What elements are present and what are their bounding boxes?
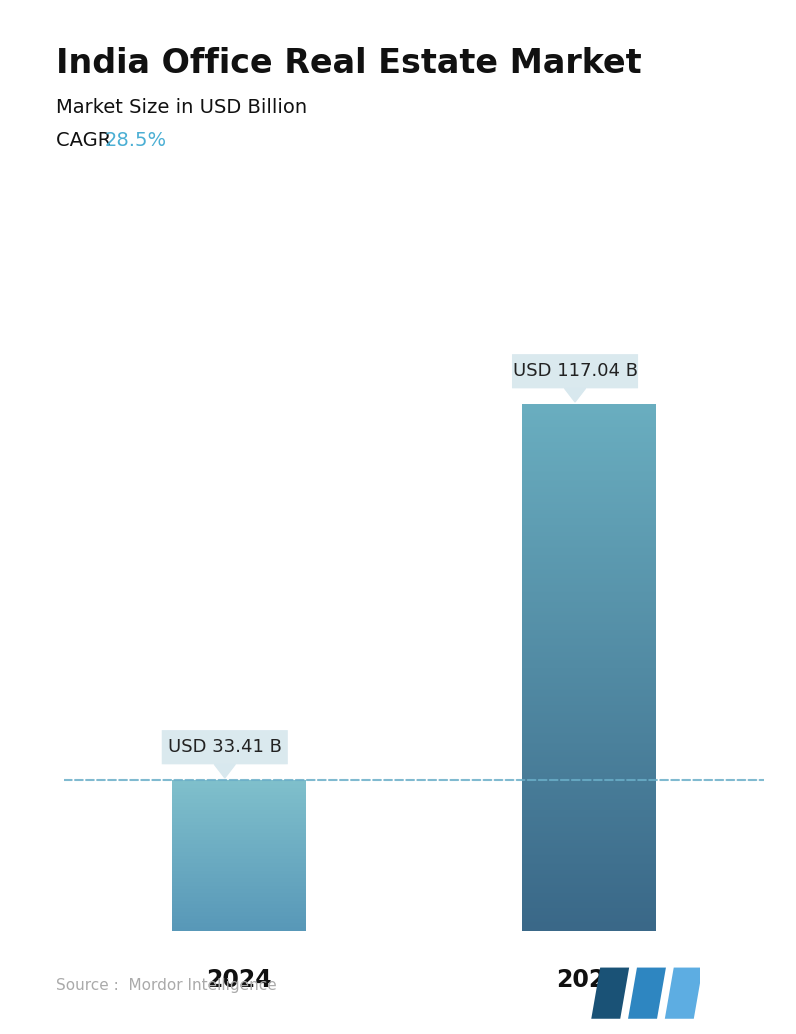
Text: India Office Real Estate Market: India Office Real Estate Market: [56, 47, 642, 80]
Text: USD 117.04 B: USD 117.04 B: [513, 362, 638, 381]
Polygon shape: [564, 389, 586, 402]
Polygon shape: [214, 764, 236, 778]
Text: USD 33.41 B: USD 33.41 B: [168, 738, 282, 756]
Polygon shape: [665, 968, 703, 1018]
FancyBboxPatch shape: [162, 730, 288, 764]
Text: 2024: 2024: [206, 968, 271, 992]
Text: CAGR: CAGR: [56, 131, 117, 150]
Text: 28.5%: 28.5%: [105, 131, 167, 150]
Text: 2029: 2029: [556, 968, 622, 992]
Text: Market Size in USD Billion: Market Size in USD Billion: [56, 98, 306, 117]
FancyBboxPatch shape: [512, 354, 638, 389]
Polygon shape: [591, 968, 629, 1018]
Polygon shape: [628, 968, 666, 1018]
Text: Source :  Mordor Intelligence: Source : Mordor Intelligence: [56, 977, 276, 993]
